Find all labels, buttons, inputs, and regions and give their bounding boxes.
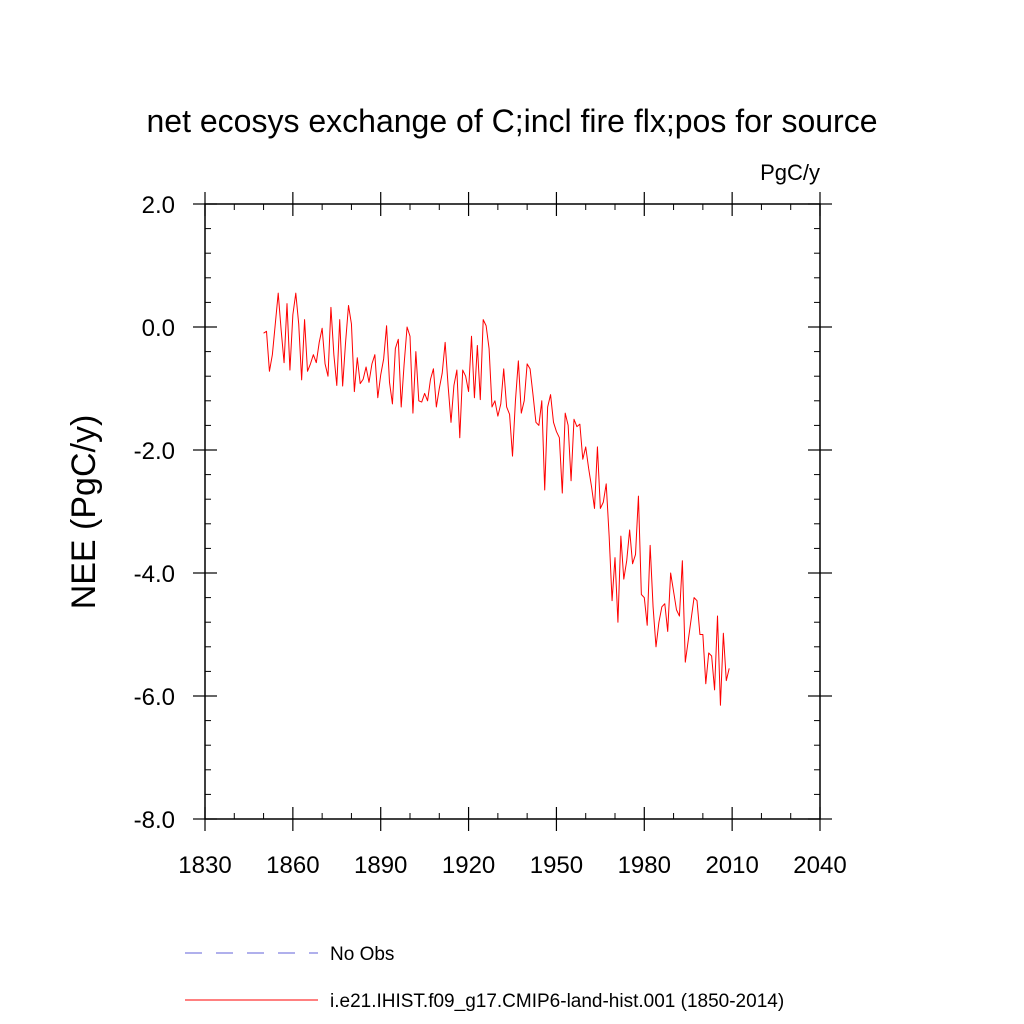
- x-tick-label: 1920: [442, 852, 495, 879]
- x-tick-label: 1950: [530, 852, 583, 879]
- axis-tick-labels: 1830 1860 1890 1920 1950 1980 2010 2040 2.0 0.0 -2…: [134, 192, 847, 879]
- y-tick-label: -4.0: [134, 561, 175, 588]
- axis-ticks: [193, 192, 832, 831]
- y-axis-label: NEE (PgC/y): [65, 415, 103, 610]
- chart-title: net ecosys exchange of C;incl fire flx;p…: [146, 103, 877, 139]
- y-tick-label: 2.0: [142, 192, 175, 219]
- x-tick-label: 2040: [793, 852, 846, 879]
- x-tick-label: 1830: [178, 852, 231, 879]
- y-tick-label: 0.0: [142, 315, 175, 342]
- legend-label-simulation: i.e21.IHIST.f09_g17.CMIP6-land-hist.001 …: [330, 991, 784, 1012]
- x-tick-label: 1980: [618, 852, 671, 879]
- x-tick-label: 1890: [354, 852, 407, 879]
- x-tick-label: 2010: [705, 852, 758, 879]
- series-layer: [263, 292, 730, 706]
- legend: No Obs i.e21.IHIST.f09_g17.CMIP6-land-hi…: [185, 944, 784, 1012]
- plot-frame: [204, 203, 821, 820]
- y-tick-label: -8.0: [134, 807, 175, 834]
- x-tick-label: 1860: [266, 852, 319, 879]
- y-tick-label: -2.0: [134, 438, 175, 465]
- series-line-simulation: [263, 292, 730, 706]
- units-label: PgC/y: [760, 160, 820, 185]
- legend-label-no-obs: No Obs: [330, 944, 394, 965]
- y-tick-label: -6.0: [134, 684, 175, 711]
